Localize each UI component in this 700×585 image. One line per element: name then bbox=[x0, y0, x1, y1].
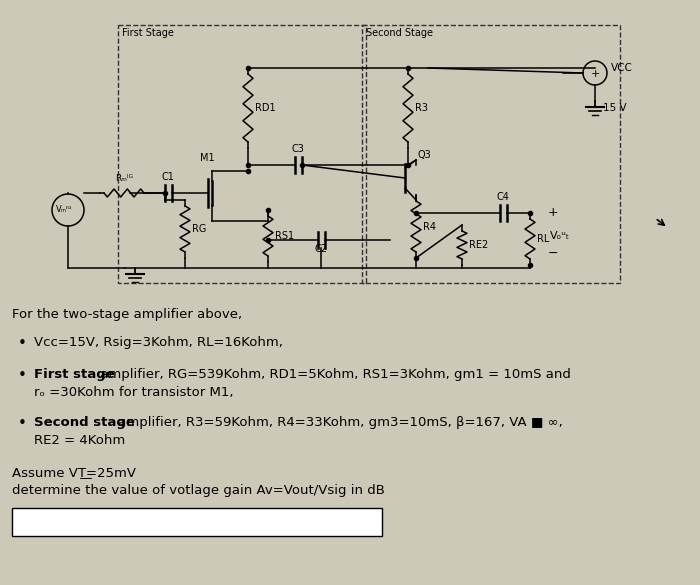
Text: RS1: RS1 bbox=[275, 231, 294, 241]
Text: C2: C2 bbox=[314, 244, 328, 254]
Text: M1: M1 bbox=[200, 153, 215, 163]
Text: First Stage: First Stage bbox=[122, 28, 174, 38]
Text: R4: R4 bbox=[423, 222, 436, 232]
Bar bbox=[118, 25, 366, 283]
Text: RG: RG bbox=[192, 224, 206, 234]
Text: Vₘᴵᴳ: Vₘᴵᴳ bbox=[56, 205, 72, 214]
Bar bbox=[12, 508, 382, 536]
Text: RD1: RD1 bbox=[255, 103, 276, 113]
Text: RE2 = 4Kohm: RE2 = 4Kohm bbox=[34, 434, 125, 447]
Bar bbox=[362, 25, 620, 283]
Text: Vcc=15V, Rsig=3Kohm, RL=16Kohm,: Vcc=15V, Rsig=3Kohm, RL=16Kohm, bbox=[34, 336, 283, 349]
Text: amplifier, R3=59Kohm, R4=33Kohm, gm3=10mS, β=167, VA ■ ∞,: amplifier, R3=59Kohm, R4=33Kohm, gm3=10m… bbox=[114, 416, 563, 429]
Text: +: + bbox=[590, 69, 600, 79]
Text: RE2: RE2 bbox=[469, 240, 489, 250]
Text: amplifier, RG=539Kohm, RD1=5Kohm, RS1=3Kohm, gm1 = 10mS and: amplifier, RG=539Kohm, RD1=5Kohm, RS1=3K… bbox=[96, 368, 571, 381]
Text: Second stage: Second stage bbox=[34, 416, 135, 429]
Text: Vₒᵘₜ: Vₒᵘₜ bbox=[550, 231, 570, 241]
Text: determine the value of votlage gain Av=Vout/Vsig in dB: determine the value of votlage gain Av=V… bbox=[12, 484, 385, 497]
Text: For the two-stage amplifier above,: For the two-stage amplifier above, bbox=[12, 308, 242, 321]
Text: Assume VT͟=25mV: Assume VT͟=25mV bbox=[12, 466, 136, 479]
Text: C1: C1 bbox=[162, 172, 174, 182]
Text: First stage: First stage bbox=[34, 368, 115, 381]
Text: •: • bbox=[18, 336, 27, 351]
Text: C3: C3 bbox=[292, 144, 304, 154]
Text: C4: C4 bbox=[496, 192, 510, 202]
Text: Second Stage: Second Stage bbox=[366, 28, 433, 38]
Text: +: + bbox=[548, 206, 559, 219]
Text: 15 V: 15 V bbox=[603, 103, 627, 113]
Text: •: • bbox=[18, 368, 27, 383]
Text: R3: R3 bbox=[415, 103, 428, 113]
Text: rₒ =30Kohm for transistor M1,: rₒ =30Kohm for transistor M1, bbox=[34, 386, 234, 399]
Text: VCC: VCC bbox=[611, 63, 633, 73]
Text: RL: RL bbox=[537, 234, 550, 244]
Text: Rₘᴵᴳ: Rₘᴵᴳ bbox=[115, 174, 133, 183]
Text: •: • bbox=[18, 416, 27, 431]
Text: Q3: Q3 bbox=[418, 150, 432, 160]
Text: −: − bbox=[548, 247, 559, 260]
